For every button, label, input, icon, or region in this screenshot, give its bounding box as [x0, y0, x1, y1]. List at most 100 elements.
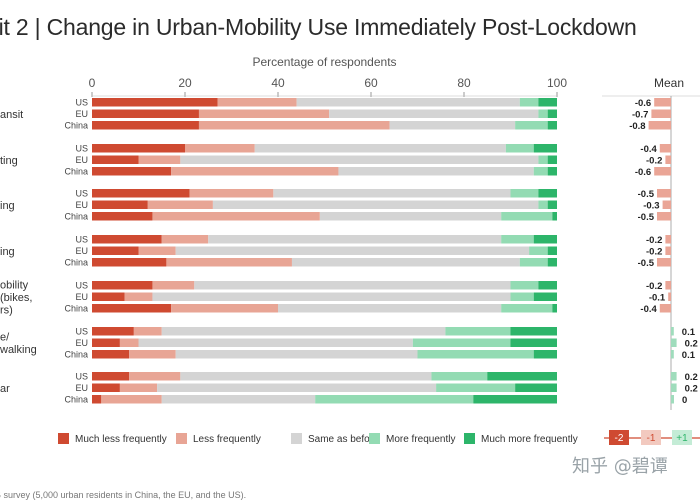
mean-bar — [659, 304, 671, 313]
region-label: US — [75, 281, 88, 291]
bar-segment-less — [129, 350, 176, 359]
bar-segment-less — [171, 304, 278, 313]
category-label: ing — [0, 246, 15, 258]
region-label: China — [64, 212, 88, 222]
bar-segment-less — [138, 155, 181, 164]
bar-segment-more — [529, 246, 548, 255]
bar-segment-much-less — [92, 281, 153, 290]
legend-swatch-less — [176, 433, 187, 444]
bar-segment-much-less — [92, 155, 139, 164]
bar-segment-more — [412, 338, 511, 347]
bar-segment-same — [278, 304, 502, 313]
region-label: US — [75, 98, 88, 108]
region-label: EU — [75, 246, 88, 256]
x-tick-label: 100 — [547, 76, 567, 90]
bar-segment-more — [417, 350, 534, 359]
bar-segment-same — [208, 235, 502, 244]
bar-segment-more — [501, 212, 553, 221]
bar-segment-less — [185, 144, 255, 153]
category-label: walking — [0, 344, 37, 356]
category-label: ting — [0, 155, 18, 167]
bar-segment-less — [189, 189, 274, 198]
mean-bar — [665, 155, 671, 164]
bar-segment-more — [501, 235, 534, 244]
bar-segment-more — [538, 109, 548, 118]
mean-bar — [659, 144, 671, 153]
bar-segment-less — [133, 327, 162, 336]
bar-segment-same — [254, 144, 506, 153]
bar-segment-more — [538, 200, 548, 209]
legend-label: Same as before — [308, 434, 379, 445]
bar-segment-much-more — [547, 109, 557, 118]
mean-value: -0.1 — [649, 293, 666, 304]
mean-legend-label: -2 — [615, 433, 624, 444]
bar-segment-less — [152, 281, 195, 290]
bar-segment-much-more — [510, 327, 557, 336]
mean-legend-swatch — [672, 430, 692, 445]
mean-legend-swatch — [641, 430, 661, 445]
bar-segment-less — [101, 395, 162, 404]
bar-segment-much-more — [473, 395, 557, 404]
bar-segment-same — [175, 350, 418, 359]
bar-segment-much-less — [92, 98, 218, 107]
bar-segment-much-less — [92, 212, 153, 221]
legend-swatch-much-less — [58, 433, 69, 444]
bar-segment-much-less — [92, 200, 148, 209]
bar-segment-much-less — [92, 395, 102, 404]
mean-value: -0.5 — [638, 212, 655, 223]
bar-segment-much-more — [538, 98, 557, 107]
mean-bar — [671, 372, 677, 381]
bar-segment-more — [519, 258, 548, 267]
legend-label: Much less frequently — [75, 434, 167, 445]
region-label: EU — [75, 292, 88, 302]
bar-segment-more — [315, 395, 474, 404]
legend-label: Much more frequently — [481, 434, 578, 445]
chart-title: bit 2 | Change in Urban-Mobility Use Imm… — [0, 14, 637, 40]
mean-bar — [654, 98, 671, 107]
region-label: China — [64, 258, 88, 268]
bar-segment-much-more — [538, 189, 557, 198]
bar-segment-much-less — [92, 338, 120, 347]
bar-segment-much-more — [533, 235, 557, 244]
mean-bar — [657, 212, 671, 221]
mean-value: -0.7 — [632, 110, 648, 121]
bar-segment-much-more — [552, 304, 557, 313]
bar-segment-much-less — [92, 304, 172, 313]
bar-segment-much-more — [533, 144, 557, 153]
region-label: US — [75, 189, 88, 199]
bar-segment-much-less — [92, 189, 190, 198]
bar-segment-same — [161, 395, 316, 404]
mean-value: -0.4 — [640, 304, 657, 315]
x-tick-label: 80 — [457, 76, 471, 90]
bar-segment-much-less — [92, 246, 139, 255]
bar-segment-much-more — [547, 155, 557, 164]
mean-value: 0.1 — [682, 327, 696, 338]
bar-segment-more — [431, 372, 488, 381]
bar-segment-more — [519, 98, 539, 107]
region-label: EU — [75, 383, 88, 393]
region-label: China — [64, 350, 88, 360]
mean-bar — [651, 109, 671, 118]
x-tick-label: 40 — [271, 76, 285, 90]
bar-segment-less — [198, 109, 330, 118]
bar-segment-less — [124, 292, 153, 301]
region-label: EU — [75, 338, 88, 348]
bar-segment-less — [198, 121, 390, 130]
bar-segment-same — [194, 281, 511, 290]
region-label: US — [75, 235, 88, 245]
bar-segment-more — [510, 189, 539, 198]
mean-bar — [671, 327, 674, 336]
category-label: ansit — [0, 109, 23, 121]
region-label: EU — [75, 155, 88, 165]
bar-segment-much-more — [515, 383, 557, 392]
mean-value: 0.2 — [685, 339, 698, 350]
bar-segment-more — [533, 167, 548, 176]
bar-segment-less — [152, 212, 320, 221]
legend-swatch-much-more — [464, 433, 475, 444]
bar-segment-much-more — [487, 372, 557, 381]
bar-segment-same — [180, 155, 539, 164]
region-label: China — [64, 304, 88, 314]
category-label: e/ — [0, 332, 10, 344]
bar-segment-same — [291, 258, 520, 267]
